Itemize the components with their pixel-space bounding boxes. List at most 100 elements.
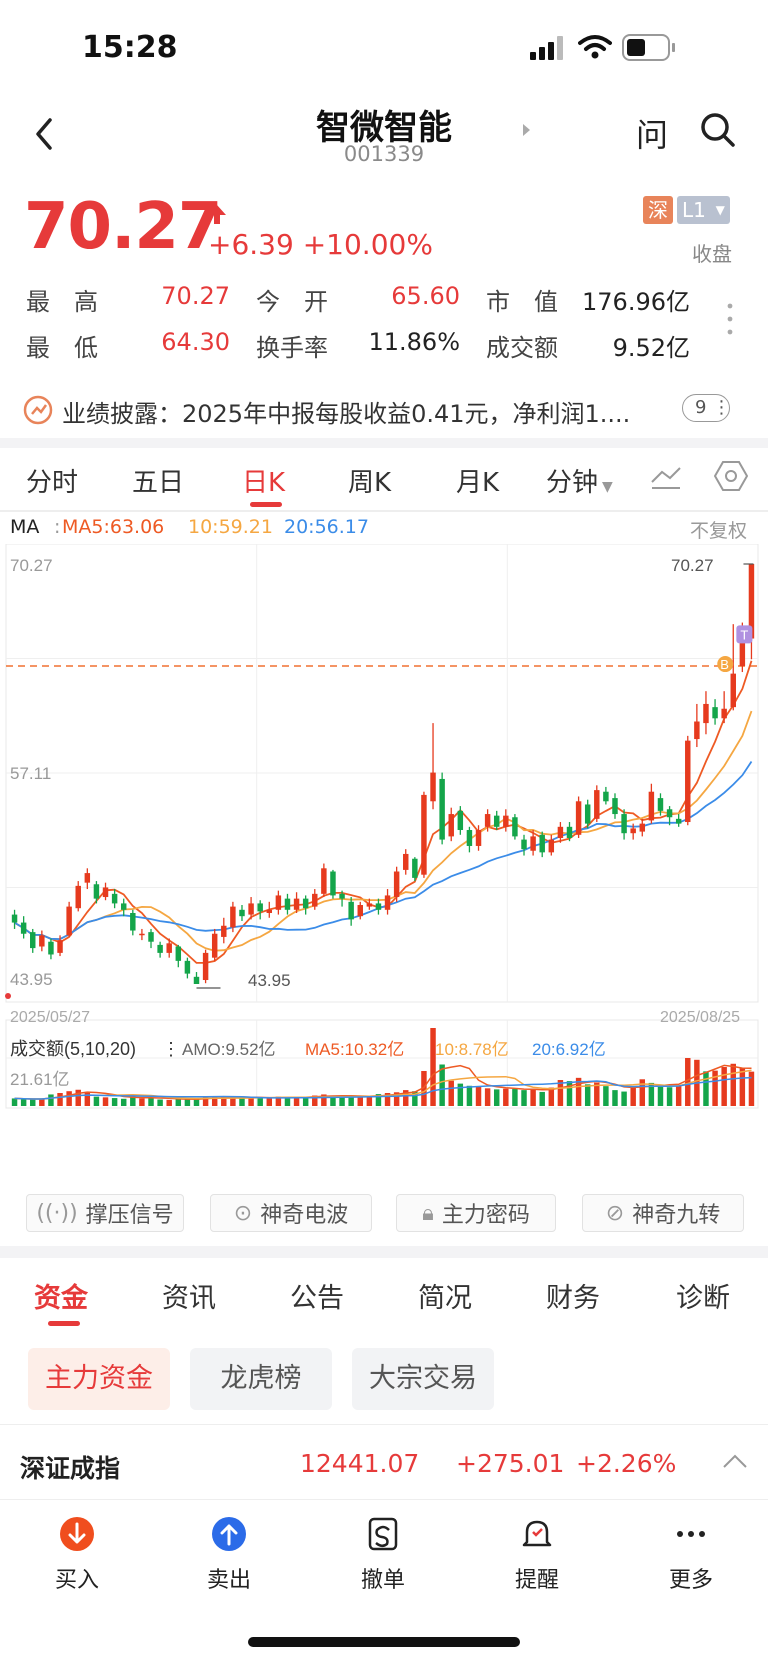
buy-icon xyxy=(60,1517,94,1551)
volume-bar xyxy=(120,1098,127,1106)
volume-sep: ⋮ xyxy=(162,1039,180,1059)
tab-5day[interactable]: 五日 xyxy=(132,468,185,498)
candle-body xyxy=(484,814,491,827)
subtab-main-funds[interactable]: 主力资金 xyxy=(28,1348,170,1410)
tab-monthly-k[interactable]: 月K xyxy=(456,468,500,498)
candle-body xyxy=(648,791,655,821)
notice-count[interactable]: 9 ⋮ xyxy=(682,394,730,422)
adjust-mode[interactable]: 不复权 xyxy=(690,520,748,542)
volume-bar xyxy=(102,1097,109,1106)
cancel-order-button[interactable]: 撤单 xyxy=(338,1516,428,1594)
volume-bar xyxy=(66,1091,72,1106)
tab-announcements[interactable]: 公告 xyxy=(290,1283,344,1314)
candle-body xyxy=(548,839,555,853)
level-badge[interactable]: L1 ▼ xyxy=(677,196,730,224)
more-button[interactable]: 更多 xyxy=(646,1516,736,1594)
candle-body xyxy=(102,887,109,898)
tab-daily-k[interactable]: 日K xyxy=(242,468,286,498)
ask-button[interactable]: 问 xyxy=(636,116,669,154)
volume-bar xyxy=(466,1085,473,1106)
volume-bar xyxy=(457,1083,464,1106)
sell-button[interactable]: 卖出 xyxy=(184,1516,274,1594)
candle-body xyxy=(384,895,391,910)
volume-bar xyxy=(584,1084,591,1106)
volume-bar xyxy=(475,1086,482,1106)
volume-bar xyxy=(348,1096,354,1106)
stock-code: 001339 xyxy=(343,142,425,166)
indicator-support-resistance[interactable]: ((·)) 撑压信号 xyxy=(26,1194,184,1232)
y-tick-bottom: 43.95 xyxy=(10,970,53,989)
market-badges: 深 L1 ▼ xyxy=(643,196,730,224)
candle-body xyxy=(202,952,209,981)
tab-minute[interactable]: 分钟 ▼ xyxy=(546,468,613,498)
candle-body xyxy=(66,906,72,936)
candle-body xyxy=(193,976,200,984)
info-tabs: 资金 资讯 公告 简况 财务 诊断 xyxy=(0,1268,768,1328)
indicator-nine-turns[interactable]: ⊘ 神奇九转 xyxy=(582,1194,744,1232)
divider xyxy=(0,510,768,512)
more-dots-icon[interactable] xyxy=(726,302,734,336)
tab-funds[interactable]: 资金 xyxy=(34,1283,88,1314)
candle-body xyxy=(302,898,309,909)
earnings-notice[interactable]: 业绩披露：2025年中报每股收益0.41元，净利润1.... 9 ⋮ xyxy=(0,380,768,438)
exchange-badge: 深 xyxy=(643,196,673,224)
min-marker-label: 43.95 xyxy=(248,971,291,990)
chart-style-icon[interactable] xyxy=(650,462,682,492)
volume-bar xyxy=(221,1096,227,1106)
ma10-line xyxy=(14,710,753,952)
candle-body xyxy=(266,909,273,913)
candle-body xyxy=(148,932,154,942)
subtab-dragon-tiger[interactable]: 龙虎榜 xyxy=(190,1348,332,1410)
volume-bar xyxy=(639,1079,646,1106)
kline-chart[interactable]: BT 70.27 57.11 43.95 2025/05/27 2025/08/… xyxy=(0,543,768,1174)
volume-bar xyxy=(166,1099,172,1106)
chevron-up-icon[interactable] xyxy=(722,1453,748,1469)
signal-icon-small: ((·)) xyxy=(36,1200,78,1226)
indicator-main-code[interactable]: 🔒︎ 主力密码 xyxy=(396,1194,556,1232)
volume-bar xyxy=(339,1096,345,1106)
t-marker-text: T xyxy=(740,627,748,642)
volume-bar xyxy=(575,1077,582,1106)
candle-body xyxy=(211,933,218,958)
volume-bar xyxy=(548,1087,555,1106)
quote-panel: 70.27 +6.39 +10.00% 深 L1 ▼ 收盘 xyxy=(0,190,768,310)
candle-body xyxy=(375,903,382,910)
tab-diagnosis[interactable]: 诊断 xyxy=(676,1283,730,1314)
subtab-block-trade[interactable]: 大宗交易 xyxy=(352,1348,494,1410)
tab-finance[interactable]: 财务 xyxy=(546,1283,600,1314)
high-label: 最 高 xyxy=(26,288,98,316)
buy-button[interactable]: 买入 xyxy=(32,1516,122,1594)
tab-weekly-k[interactable]: 周K xyxy=(348,468,392,498)
max-marker-label: 70.27 xyxy=(671,556,714,575)
turnover-value: 11.86% xyxy=(368,328,460,356)
buy-marker-text: B xyxy=(720,657,729,672)
search-icon[interactable] xyxy=(700,112,736,148)
vol-ma20-line xyxy=(14,1076,752,1100)
tab-news[interactable]: 资讯 xyxy=(162,1283,216,1314)
volume-bar xyxy=(648,1082,655,1106)
index-ticker[interactable]: 深证成指 12441.07 +275.01 +2.26% xyxy=(0,1424,768,1500)
tab-profile[interactable]: 简况 xyxy=(418,1283,472,1314)
volume-bar xyxy=(739,1067,746,1106)
candle-body xyxy=(84,873,91,883)
check-circle-icon: ⊘ xyxy=(605,1200,625,1226)
cancel-order-icon xyxy=(368,1517,398,1551)
candle-body xyxy=(685,740,691,823)
ma-legend: MA : MA5:63.06 10:59.21 20:56.17 不复权 xyxy=(0,512,768,544)
index-name: 深证成指 xyxy=(20,1454,121,1483)
candle-body xyxy=(93,884,100,899)
candle-body xyxy=(530,836,536,851)
alert-button[interactable]: 提醒 xyxy=(492,1516,582,1594)
more-icon xyxy=(677,1531,705,1537)
caret-right-icon[interactable] xyxy=(522,123,532,137)
t-marker-box xyxy=(736,625,753,644)
candle-body xyxy=(139,933,145,936)
settings-hex-icon[interactable] xyxy=(714,460,748,492)
indicator-wave[interactable]: ⊙ 神奇电波 xyxy=(210,1194,372,1232)
candle-body xyxy=(430,772,436,802)
tab-intraday[interactable]: 分时 xyxy=(26,468,79,498)
candle-body xyxy=(157,944,163,953)
tab-indicator xyxy=(48,1321,80,1326)
back-arrow-icon[interactable] xyxy=(30,114,60,154)
